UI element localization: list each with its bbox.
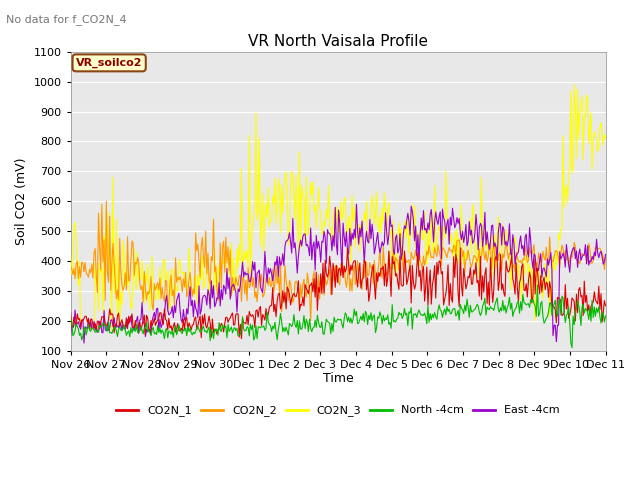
Text: No data for f_CO2N_4: No data for f_CO2N_4 bbox=[6, 14, 127, 25]
Legend: CO2N_1, CO2N_2, CO2N_3, North -4cm, East -4cm: CO2N_1, CO2N_2, CO2N_3, North -4cm, East… bbox=[112, 401, 564, 421]
Text: VR_soilco2: VR_soilco2 bbox=[76, 58, 143, 68]
Title: VR North Vaisala Profile: VR North Vaisala Profile bbox=[248, 34, 428, 49]
Y-axis label: Soil CO2 (mV): Soil CO2 (mV) bbox=[15, 157, 28, 245]
X-axis label: Time: Time bbox=[323, 372, 353, 385]
